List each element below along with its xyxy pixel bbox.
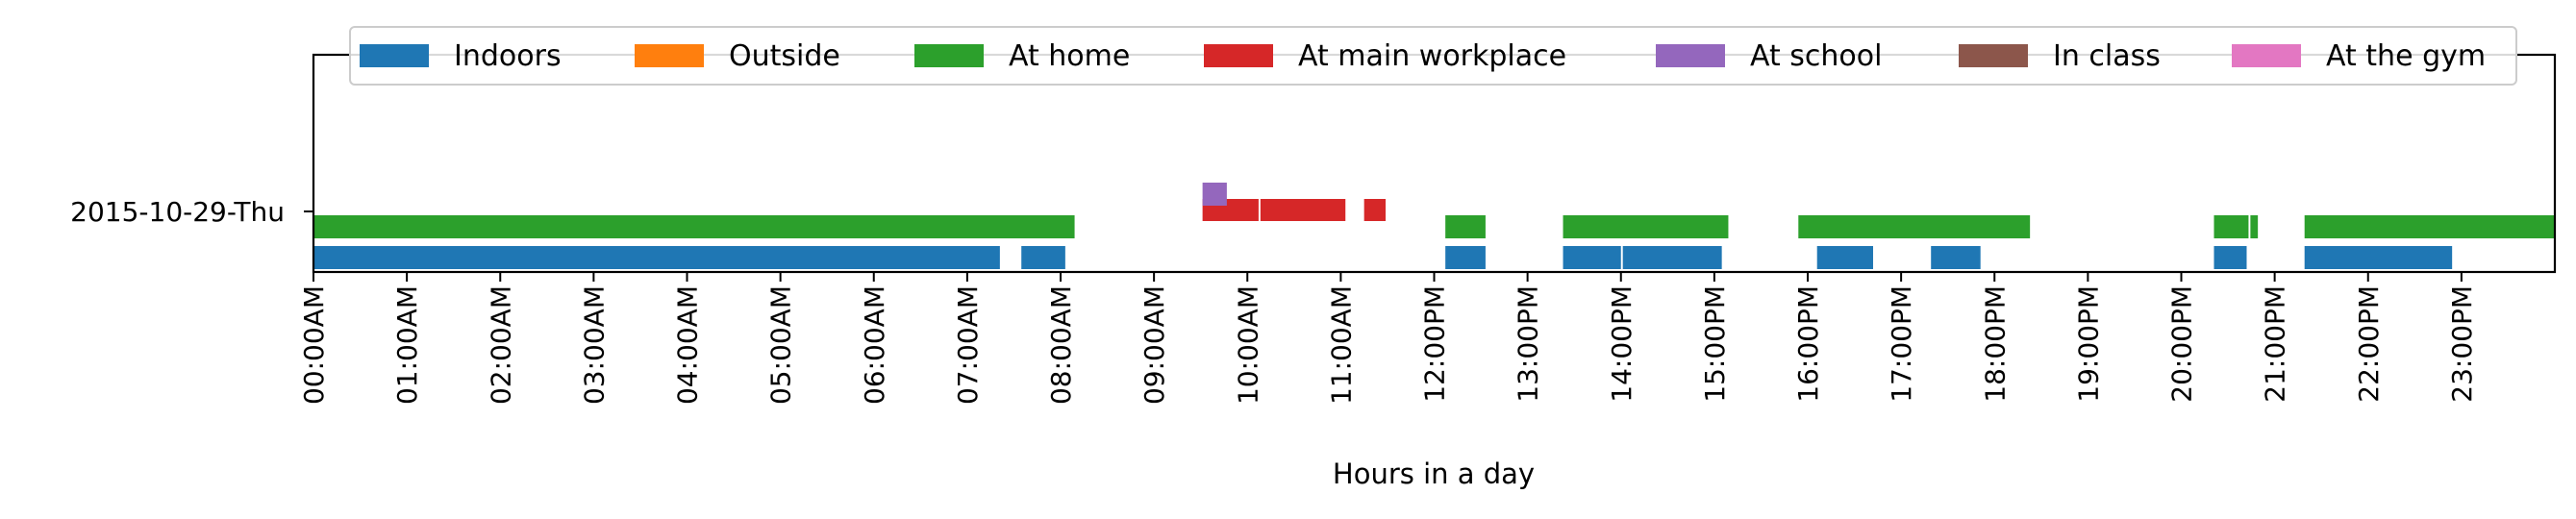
legend-swatch-in-class [1959,44,2028,67]
bar-at-home [2250,215,2259,238]
bar-at-school [1202,183,1227,206]
x-tick-label: 14:00PM [1606,285,1638,403]
legend-label-at-home: At home [1009,39,1130,73]
x-tick-label: 00:00AM [298,285,330,405]
x-tick-label: 15:00PM [1699,285,1731,403]
legend-label-at-the-gym: At the gym [2326,39,2486,73]
legend-label-outside: Outside [729,39,840,73]
x-tick-label: 13:00PM [1513,285,1544,403]
legend-swatch-at-the-gym [2232,44,2301,67]
bar-indoors [1816,246,1873,269]
x-tick-label: 23:00PM [2446,285,2478,403]
legend-swatch-outside [635,44,704,67]
bar-indoors [1563,246,1621,269]
legend-swatch-at-main-workplace [1204,44,1273,67]
bar-indoors [2213,246,2247,269]
legend-frame [349,26,2517,86]
bar-indoors [1021,246,1065,269]
x-tick-label: 03:00AM [578,285,610,405]
x-tick-label: 02:00AM [485,285,516,405]
x-tick-label: 11:00AM [1325,285,1357,405]
bar-indoors [1931,246,1981,269]
bar-at-main-workplace [1260,199,1346,221]
legend-label-at-main-workplace: At main workplace [1298,39,1566,73]
x-tick-label: 17:00PM [1886,285,1917,403]
activity-bars [313,183,2555,269]
y-tick-label: 2015-10-29-Thu [70,196,285,228]
bar-indoors [1445,246,1486,269]
x-tick-label: 21:00PM [2260,285,2291,403]
x-tick-label: 01:00AM [391,285,423,405]
legend-label-in-class: In class [2053,39,2161,73]
bar-at-home [2304,215,2555,238]
x-tick-label: 09:00AM [1138,285,1170,405]
x-tick-label: 10:00AM [1232,285,1263,405]
x-tick-label: 20:00PM [2166,285,2198,403]
bar-indoors [313,246,1000,269]
y-axis-ticks: 2015-10-29-Thu [70,196,313,228]
bar-at-home [1798,215,2031,238]
bar-indoors [2304,246,2453,269]
x-tick-label: 08:00AM [1045,285,1077,405]
x-tick-label: 04:00AM [672,285,704,405]
x-tick-label: 22:00PM [2353,285,2385,403]
legend-swatch-at-home [914,44,984,67]
x-tick-label: 06:00AM [859,285,890,405]
bar-at-home [2213,215,2249,238]
bar-at-home [313,215,1075,238]
x-tick-label: 16:00PM [1792,285,1824,403]
bar-at-home [1445,215,1486,238]
x-tick-label: 07:00AM [952,285,984,405]
x-tick-label: 12:00PM [1419,285,1451,403]
axes [312,53,2557,274]
legend-swatch-at-school [1656,44,1725,67]
x-axis-ticks: 00:00AM 01:00AM 02:00AM 03:00AM 04:00AM 05:00… [298,272,2478,405]
bar-at-home [1563,215,1729,238]
plot-frame [312,53,2557,274]
x-tick-label: 18:00PM [1979,285,2011,403]
legend-label-at-school: At school [1750,39,1882,73]
legend-swatch-indoors [360,44,429,67]
x-tick-label: 19:00PM [2072,285,2104,403]
bar-indoors [1622,246,1722,269]
bar-at-main-workplace [1363,199,1386,221]
x-axis-title: Hours in a day [1333,457,1535,490]
legend-label-indoors: Indoors [454,39,562,73]
x-tick-label: 05:00AM [765,285,797,405]
legend: Indoors Outside At home At main workplace At… [349,26,2517,86]
